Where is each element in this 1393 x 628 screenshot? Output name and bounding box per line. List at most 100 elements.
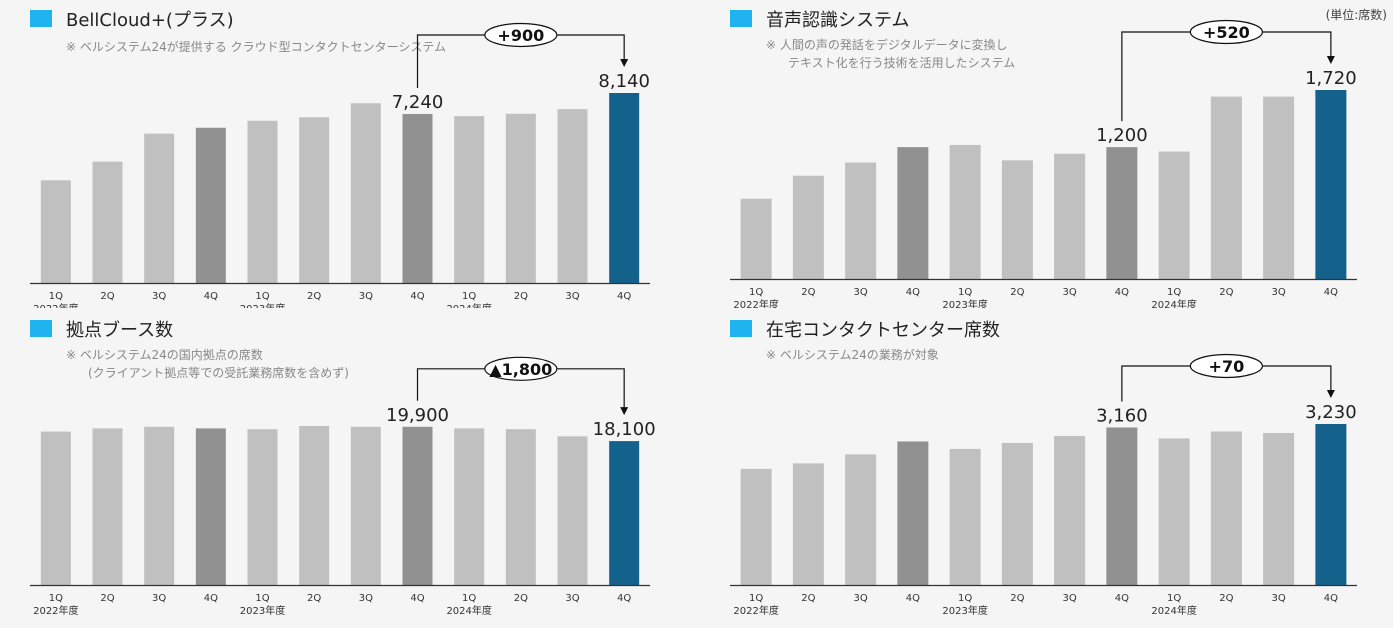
x-tick-label: 1Q	[1167, 287, 1181, 298]
change-label: +520	[1203, 23, 1250, 42]
chart-note-line-2: テキスト化を行う技術を活用したシステム	[788, 56, 1016, 70]
year-label: 2024年度	[446, 604, 491, 617]
year-label: 2022年度	[33, 604, 78, 617]
chart-note-line-1: ※ 人間の声の発話をデジタルデータに変換し	[766, 38, 1008, 52]
year-label: 2024年度	[1151, 604, 1196, 617]
bar	[40, 431, 71, 585]
x-tick-label: 3Q	[565, 593, 579, 604]
bar	[350, 103, 381, 284]
change-badge	[484, 22, 558, 48]
x-tick-label: 4Q	[1324, 593, 1338, 604]
x-tick-label: 1Q	[255, 593, 269, 604]
x-tick-label: 3Q	[565, 291, 579, 302]
change-badge	[1189, 353, 1263, 379]
bar	[1263, 432, 1295, 585]
x-tick-label: 4Q	[906, 287, 920, 298]
x-tick-label: 2Q	[801, 287, 815, 298]
x-tick-label: 3Q	[1272, 593, 1286, 604]
x-tick-label: 4Q	[1115, 593, 1129, 604]
change-label: +900	[497, 26, 544, 45]
x-tick-label: 1Q	[49, 291, 63, 302]
x-tick-label: 4Q	[1324, 287, 1338, 298]
bar	[195, 428, 226, 585]
change-label: +70	[1209, 357, 1245, 376]
x-tick-label: 1Q	[958, 287, 972, 298]
legend-swatch	[730, 320, 752, 337]
legend-swatch	[30, 10, 52, 27]
bar-chart: 1Q 2Q 3Q 4Q 1Q 2Q 3Q 4Q 1Q 2Q 3Q 4Q 2022年度 2023年度 2024…	[730, 19, 1357, 308]
x-tick-label: 1Q	[749, 593, 763, 604]
x-tick-label: 4Q	[410, 593, 424, 604]
x-tick-label: 2Q	[1010, 287, 1024, 298]
x-tick-label: 2Q	[514, 291, 528, 302]
legend-swatch	[730, 10, 752, 27]
year-label: 2023年度	[942, 604, 987, 617]
x-tick-label: 2Q	[1219, 593, 1233, 604]
x-tick-label: 1Q	[462, 291, 476, 302]
bar	[1315, 90, 1347, 279]
bar	[1054, 153, 1086, 279]
x-tick-label: 2Q	[514, 593, 528, 604]
chart-note-line-1: ※ ベルシステム24の業務が対象	[766, 348, 939, 362]
bar	[1263, 96, 1295, 280]
change-arrowhead	[620, 407, 629, 416]
x-tick-label: 3Q	[854, 593, 868, 604]
bar	[1210, 96, 1242, 280]
data-label: 3,160	[1096, 405, 1148, 426]
data-label: 7,240	[392, 92, 444, 113]
home-contact-center-chart-panel: 在宅コンタクトセンター席数 ※ ベルシステム24の業務が対象 1Q 2Q 3Q 4Q 1…	[730, 318, 1390, 618]
x-tick-label: 3Q	[152, 291, 166, 302]
x-tick-label: 2Q	[1010, 593, 1024, 604]
bar	[247, 120, 278, 283]
bar	[609, 93, 640, 283]
unit-note: (単位:席数)	[1325, 8, 1387, 22]
bar	[792, 175, 824, 279]
bar	[897, 441, 929, 585]
bar	[350, 426, 381, 585]
chart-note-line-2: (クライアント拠点等での受託業務席数を含めず)	[88, 366, 349, 380]
bar	[505, 429, 536, 585]
bar	[299, 426, 330, 585]
bar	[92, 428, 123, 585]
bar	[402, 114, 433, 283]
bar	[195, 127, 226, 283]
bar	[1106, 147, 1138, 279]
chart-note-line-1: ※ ベルシステム24が提供する クラウド型コンタクトセンターシステム	[66, 40, 446, 54]
x-tick-label: 4Q	[204, 291, 218, 302]
data-label: 3,230	[1305, 402, 1357, 423]
bar	[1315, 424, 1347, 585]
x-tick-label: 1Q	[958, 593, 972, 604]
chart-title: 音声認識システム	[766, 10, 910, 31]
bar	[402, 426, 433, 585]
x-tick-label: 1Q	[255, 291, 269, 302]
x-tick-label: 4Q	[906, 593, 920, 604]
chart-title: 拠点ブース数	[66, 320, 174, 341]
x-tick-label: 2Q	[1219, 287, 1233, 298]
year-label: 2023年度	[942, 298, 987, 308]
x-tick-label: 3Q	[152, 593, 166, 604]
bar	[144, 426, 175, 585]
change-badge	[484, 356, 558, 381]
data-label: 1,200	[1096, 125, 1148, 146]
year-label: 2024年度	[1151, 298, 1196, 308]
bellcloud-chart-panel: BellCloud+(プラス) ※ ベルシステム24が提供する クラウド型コンタ…	[30, 8, 690, 308]
bar	[92, 161, 123, 283]
bar-chart: 1Q 2Q 3Q 4Q 1Q 2Q 3Q 4Q 1Q 2Q 3Q 4Q 2022年度 2023年度 2024…	[730, 353, 1357, 617]
bar	[144, 133, 175, 283]
x-tick-label: 3Q	[1272, 287, 1286, 298]
bar	[299, 117, 330, 284]
x-tick-label: 4Q	[617, 593, 631, 604]
data-label: 19,900	[386, 405, 449, 426]
legend-swatch	[30, 320, 52, 337]
change-arrowhead	[1326, 390, 1335, 398]
bar	[1106, 427, 1138, 585]
bar	[740, 198, 772, 279]
x-tick-label: 1Q	[462, 593, 476, 604]
data-label: 18,100	[593, 419, 656, 440]
bar	[845, 454, 877, 585]
bar	[1001, 160, 1033, 279]
x-tick-label: 1Q	[49, 593, 63, 604]
chart-title: 在宅コンタクトセンター席数	[766, 320, 1000, 341]
bar	[557, 109, 588, 283]
bar	[949, 144, 981, 279]
